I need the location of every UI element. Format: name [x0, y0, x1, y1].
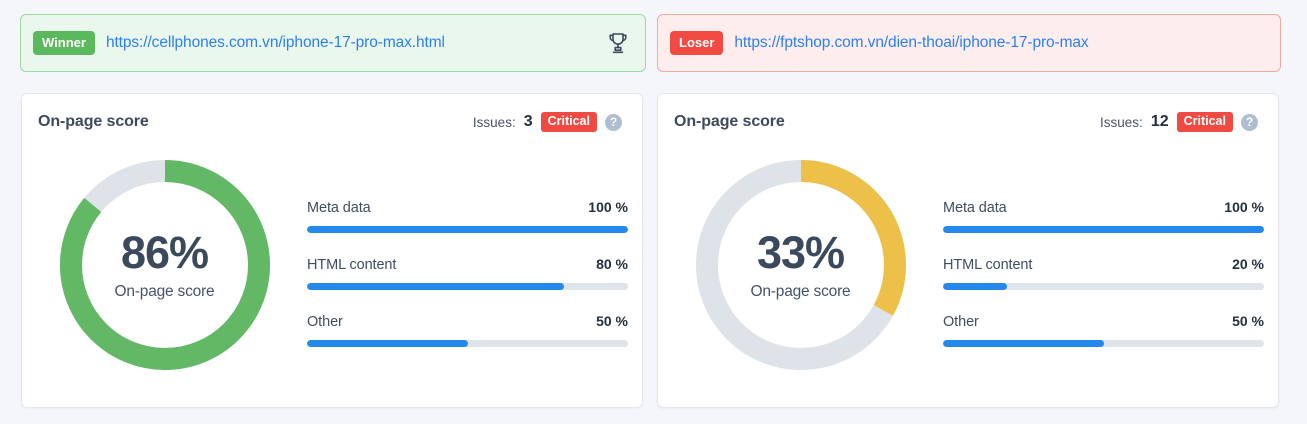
page-title: On-page score: [674, 113, 785, 130]
status-badge: Critical: [1176, 112, 1233, 132]
progress-fill: [943, 340, 1104, 347]
progress-track: [307, 226, 628, 233]
card-body: 33% On-page score Meta data 100 %: [658, 150, 1278, 408]
onpage-score-donut: 33% On-page score: [690, 154, 912, 376]
issues-count: 12: [1150, 113, 1169, 130]
metric-row: HTML content 20 %: [943, 256, 1264, 290]
metric-value: 80 %: [596, 256, 628, 272]
onpage-score-donut: 86% On-page score: [54, 154, 276, 376]
metric-label: HTML content: [307, 257, 397, 273]
metric-row: Meta data 100 %: [307, 199, 628, 233]
progress-fill: [307, 340, 468, 347]
metric-value: 50 %: [1232, 313, 1264, 329]
issues-label: Issues:: [1100, 114, 1143, 130]
donut-svg: [695, 160, 906, 370]
progress-track: [307, 340, 628, 347]
metric-row: Other 50 %: [943, 313, 1264, 347]
winner-badge: Winner: [33, 31, 95, 55]
card-body: 86% On-page score Meta data 100 %: [22, 150, 642, 408]
donut-svg: [59, 160, 270, 370]
donut-column: 33% On-page score: [658, 150, 943, 376]
card-header: On-page score Issues: 12 Critical ?: [658, 94, 1278, 150]
metrics-column: Meta data 100 % HTML content 20 %: [943, 150, 1278, 347]
question-mark-icon[interactable]: ?: [1241, 113, 1258, 131]
progress-track: [943, 283, 1264, 290]
onpage-score-card-loser: On-page score Issues: 12 Critical ? 33% …: [657, 93, 1279, 408]
question-mark-icon[interactable]: ?: [605, 113, 622, 131]
progress-track: [307, 283, 628, 290]
winner-url-link[interactable]: https://cellphones.com.vn/iphone-17-pro-…: [105, 34, 445, 51]
trophy-icon: [607, 31, 629, 55]
metric-value: 20 %: [1232, 256, 1264, 272]
page-title: On-page score: [38, 113, 149, 130]
issues-count: 3: [523, 113, 533, 130]
metric-value: 50 %: [596, 313, 628, 329]
issues-label: Issues:: [472, 114, 516, 130]
progress-fill: [307, 226, 628, 233]
metric-row: Meta data 100 %: [943, 199, 1264, 233]
loser-url-link[interactable]: https://fptshop.com.vn/dien-thoai/iphone…: [734, 34, 1089, 51]
card-header-right: Issues: 3 Critical ?: [473, 112, 622, 132]
progress-track: [943, 226, 1264, 233]
metric-label: Other: [943, 314, 979, 330]
metric-value: 100 %: [588, 199, 628, 215]
metric-row: Other 50 %: [307, 313, 628, 347]
card-header: On-page score Issues: 3 Critical ?: [22, 94, 642, 150]
metric-label: Other: [307, 314, 343, 330]
metric-label: Meta data: [307, 200, 371, 216]
progress-track: [943, 340, 1264, 347]
metric-label: Meta data: [943, 200, 1007, 216]
metric-label: HTML content: [943, 257, 1033, 273]
metric-row: HTML content 80 %: [307, 256, 628, 290]
status-badge: Critical: [540, 112, 597, 132]
metric-value: 100 %: [1224, 199, 1264, 215]
metrics-column: Meta data 100 % HTML content 80 %: [307, 150, 642, 347]
loser-url-banner[interactable]: Loser https://fptshop.com.vn/dien-thoai/…: [657, 14, 1281, 72]
winner-url-banner[interactable]: Winner https://cellphones.com.vn/iphone-…: [20, 14, 646, 72]
donut-column: 86% On-page score: [22, 150, 307, 376]
loser-badge: Loser: [670, 31, 724, 55]
onpage-score-card-winner: On-page score Issues: 3 Critical ? 86% O…: [21, 93, 643, 408]
progress-fill: [943, 226, 1264, 233]
progress-fill: [943, 283, 1008, 290]
card-header-right: Issues: 12 Critical ?: [1100, 112, 1258, 132]
progress-fill: [307, 283, 564, 290]
